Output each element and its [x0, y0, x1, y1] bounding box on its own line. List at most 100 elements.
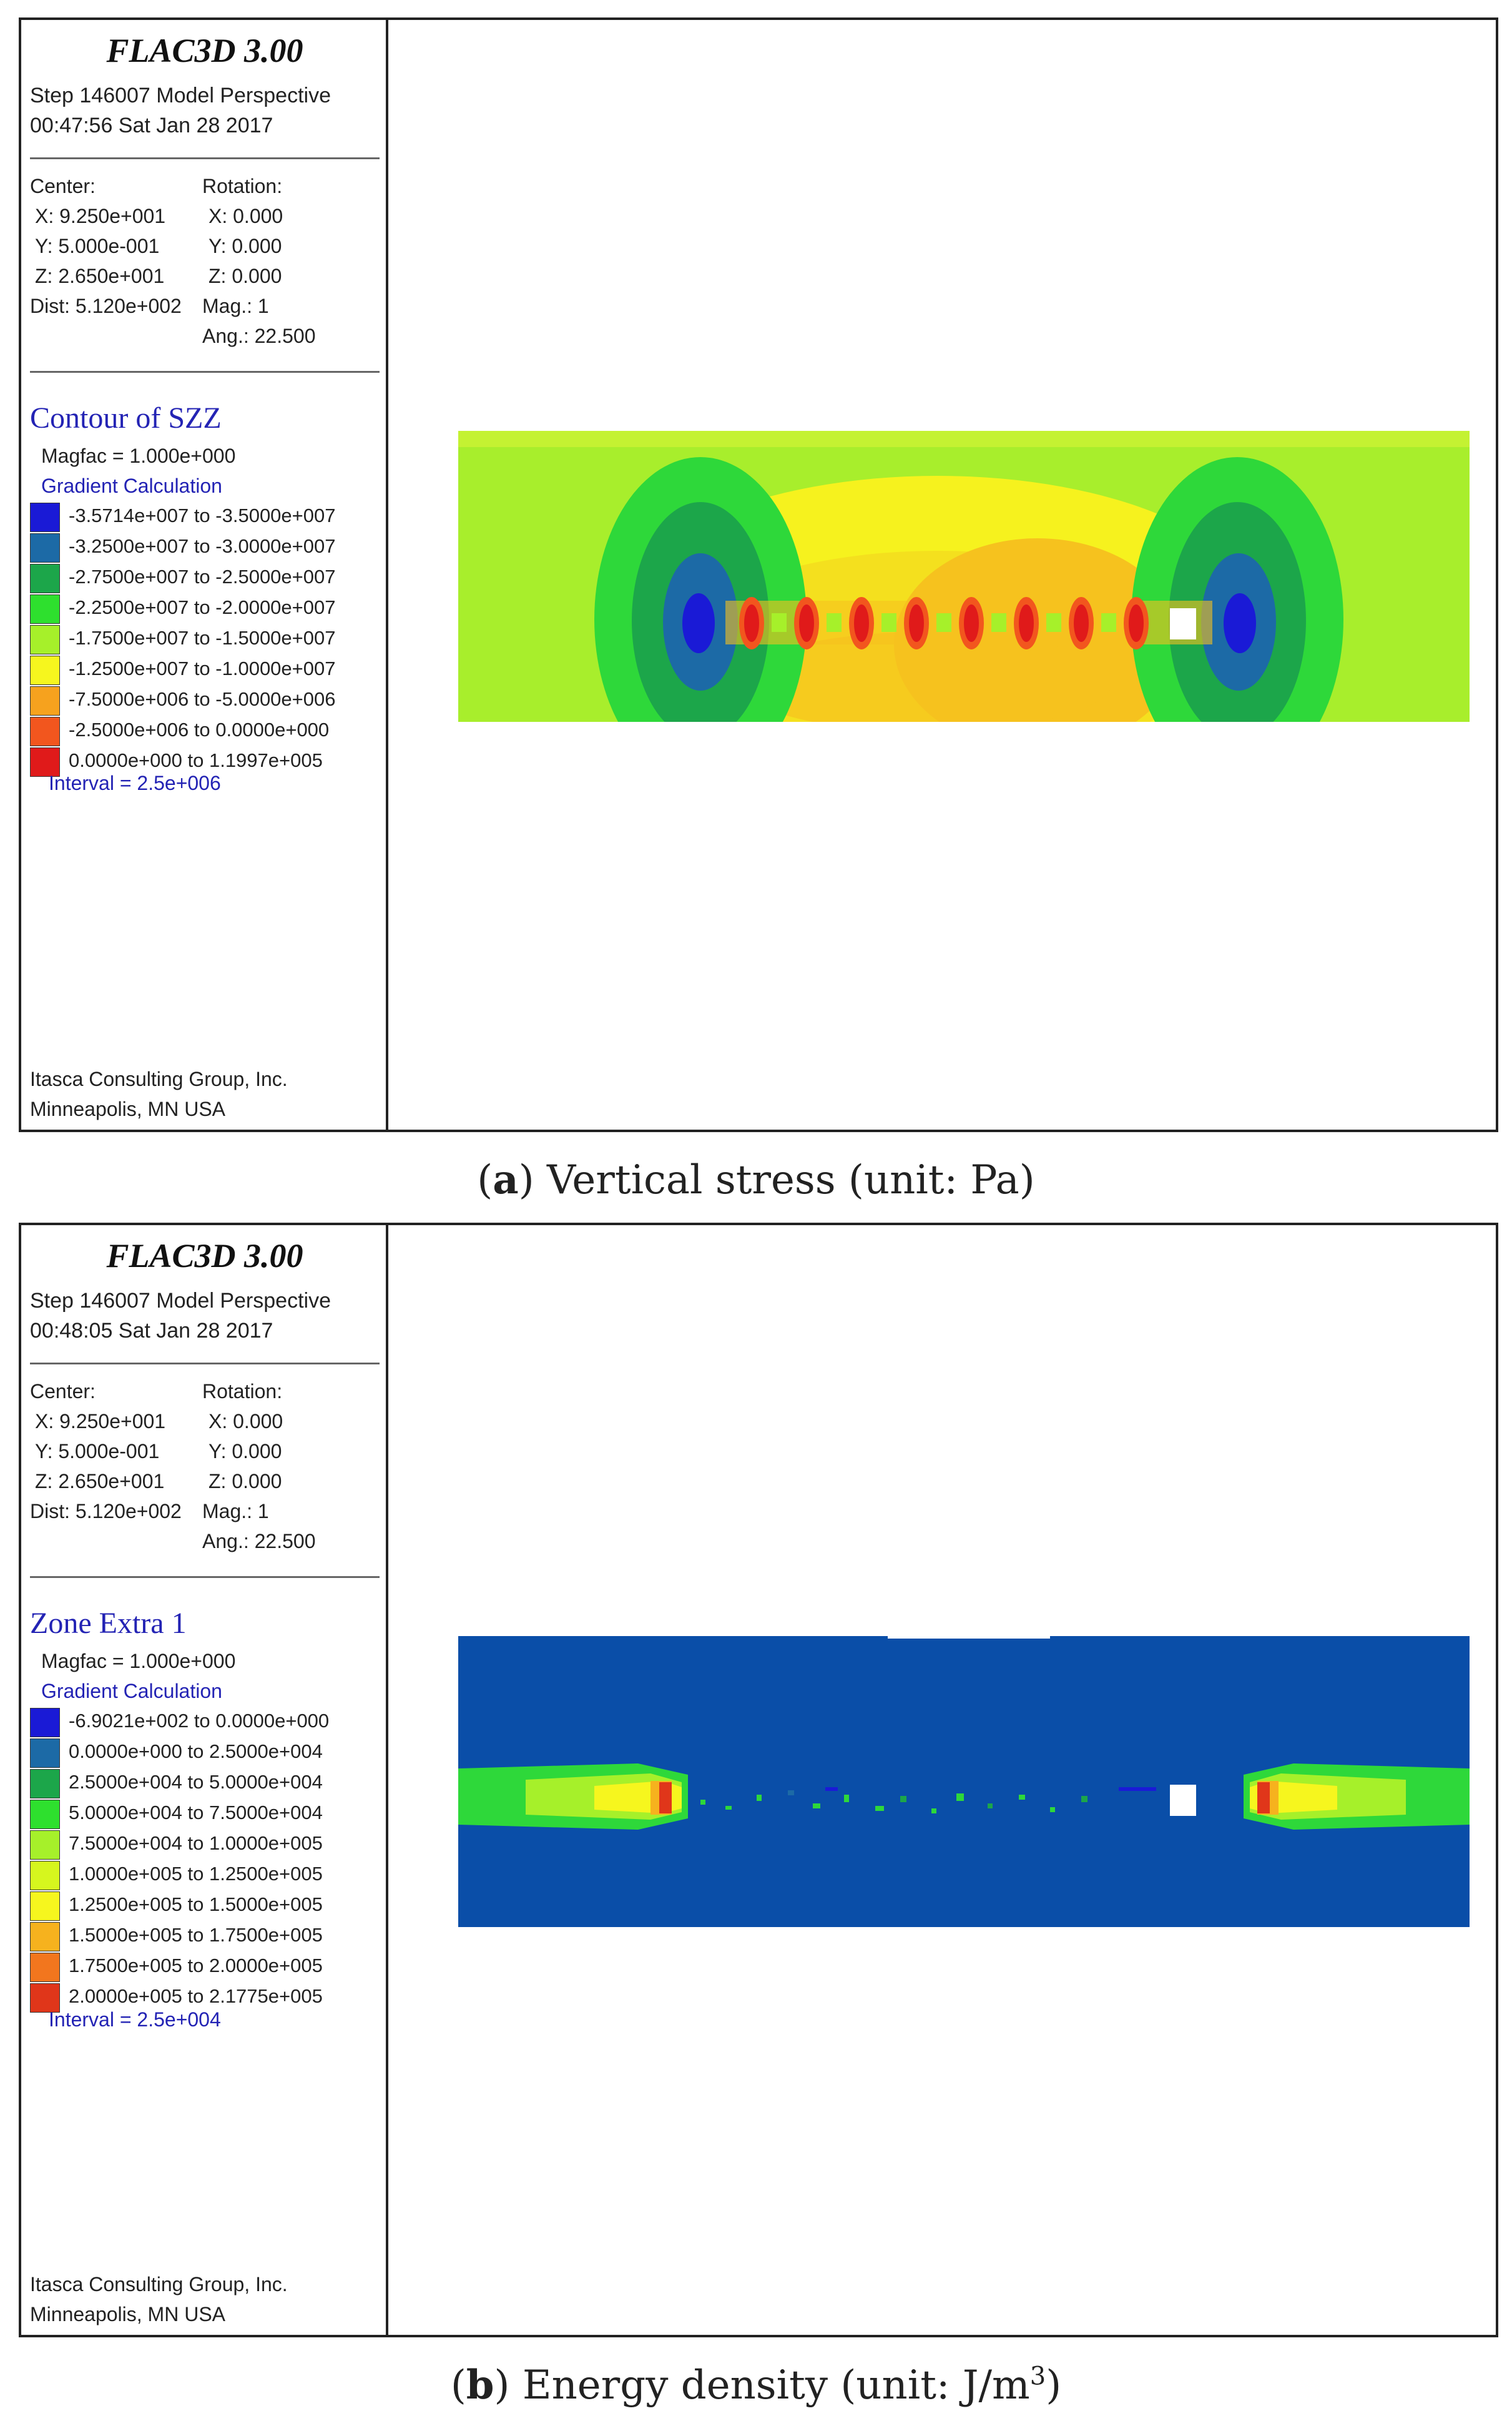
energy-speck: [725, 1806, 732, 1810]
energy-speck: [988, 1803, 993, 1808]
legend-range: -6.9021e+002 to 0.0000e+000: [69, 1710, 330, 1732]
step-line: Step 146007 Model Perspective: [30, 84, 331, 107]
interval: Interval = 2.5e+004: [49, 2008, 221, 2031]
legend-range: 1.2500e+005 to 1.5000e+005: [69, 1893, 323, 1915]
pillar-core: [1019, 604, 1034, 642]
divider: [30, 1576, 380, 1578]
caption-text-end: ): [1046, 2362, 1062, 2409]
info-sidebar: FLAC3D 3.00 Step 146007 Model Perspectiv…: [21, 1225, 388, 2335]
caption-superscript: 3: [1029, 2362, 1046, 2391]
legend-range: -3.5714e+007 to -3.5000e+007: [69, 505, 336, 526]
rotation-label: Rotation:: [202, 175, 283, 197]
caption-text: Energy density (unit: J/m: [509, 2362, 1030, 2409]
legend-swatch: [30, 686, 60, 716]
stress-zone: [738, 632, 1112, 722]
caption-b: (b) Energy density (unit: J/m3): [450, 2362, 1062, 2409]
magnification: Mag.: 1: [202, 295, 269, 317]
legend-swatch: [30, 1891, 60, 1921]
gradient-calculation: Gradient Calculation: [41, 1680, 222, 1702]
legend-swatch: [30, 717, 60, 746]
gradient-calculation: Gradient Calculation: [41, 475, 222, 497]
energy-speck: [1119, 1787, 1156, 1791]
vertical-stress-contour-plot: [458, 431, 1470, 722]
divider: [30, 371, 380, 373]
divider: [30, 157, 380, 159]
timestamp: 00:48:05 Sat Jan 28 2017: [30, 1319, 273, 1343]
caption-letter: a: [493, 1156, 519, 1203]
excavation-block: [1170, 608, 1196, 639]
legend-range: -1.2500e+007 to -1.0000e+007: [69, 658, 336, 679]
room-gap: [936, 613, 951, 632]
energy-speck: [1019, 1795, 1025, 1800]
legend-range: -3.2500e+007 to -3.0000e+007: [69, 535, 336, 557]
caption-text: Vertical stress (unit: Pa): [534, 1157, 1035, 1203]
timestamp: 00:47:56 Sat Jan 28 2017: [30, 114, 273, 137]
pillar-row: [739, 597, 1149, 649]
rotation-z: Z: 0.000: [209, 1470, 282, 1492]
credit-location: Minneapolis, MN USA: [30, 1098, 225, 1120]
legend-range: -2.2500e+007 to -2.0000e+007: [69, 596, 336, 618]
center-label: Center:: [30, 175, 96, 197]
caption-a: (a) Vertical stress (unit: Pa): [477, 1156, 1035, 1203]
pillar-core: [854, 604, 869, 642]
rotation-x: X: 0.000: [209, 205, 283, 227]
credit-company: Itasca Consulting Group, Inc.: [30, 1068, 288, 1090]
legend-swatch: [30, 1800, 60, 1829]
room-gap: [1046, 613, 1061, 632]
distance: Dist: 5.120e+002: [30, 295, 182, 317]
energy-speck: [813, 1803, 820, 1808]
flac3d-window-vertical-stress: FLAC3D 3.00 Step 146007 Model Perspectiv…: [19, 17, 1498, 1132]
legend-swatch: [30, 1830, 60, 1860]
flac3d-window-energy-density: FLAC3D 3.00 Step 146007 Model Perspectiv…: [19, 1223, 1498, 2337]
legend-swatch: [30, 1861, 60, 1890]
contour-title: Contour of SZZ: [30, 402, 222, 435]
room-gap: [827, 613, 842, 632]
rotation-y: Y: 0.000: [209, 235, 282, 257]
legend-range: 2.5000e+004 to 5.0000e+004: [69, 1771, 323, 1793]
pillar-core: [964, 604, 979, 642]
center-x: X: 9.250e+001: [35, 205, 166, 227]
interval: Interval = 2.5e+006: [49, 772, 221, 794]
legend-range: 1.7500e+005 to 2.0000e+005: [69, 1955, 323, 1976]
contour-title: Zone Extra 1: [30, 1607, 187, 1640]
energy-peak: [1257, 1782, 1270, 1813]
pillar-core: [799, 604, 814, 642]
energy-peak: [659, 1782, 672, 1813]
legend-swatch: [30, 533, 60, 563]
legend-swatch: [30, 1922, 60, 1951]
energy-speck: [844, 1795, 849, 1802]
pillar-core: [744, 604, 759, 642]
energy-speck: [931, 1808, 936, 1813]
energy-speck: [788, 1790, 794, 1795]
excavation-block: [1170, 1785, 1196, 1816]
info-sidebar: FLAC3D 3.00 Step 146007 Model Perspectiv…: [21, 20, 388, 1130]
legend-swatch: [30, 747, 60, 777]
model-viewport: [388, 1225, 1496, 2335]
credit-location: Minneapolis, MN USA: [30, 2303, 225, 2325]
legend-swatch: [30, 625, 60, 654]
legend-range: 7.5000e+004 to 1.0000e+005: [69, 1832, 323, 1854]
pillar-core: [1074, 604, 1089, 642]
legend-range: 1.0000e+005 to 1.2500e+005: [69, 1863, 323, 1885]
rotation-z: Z: 0.000: [209, 265, 282, 287]
legend-swatch: [30, 1769, 60, 1798]
legend-range: 2.0000e+005 to 2.1775e+005: [69, 1985, 323, 2007]
energy-speck: [757, 1795, 762, 1801]
stress-band: [458, 431, 1470, 447]
angle: Ang.: 22.500: [202, 1530, 316, 1552]
angle: Ang.: 22.500: [202, 325, 316, 347]
magfac: Magfac = 1.000e+000: [41, 445, 236, 467]
legend-range: -7.5000e+006 to -5.0000e+006: [69, 688, 336, 710]
energy-speck: [875, 1806, 884, 1811]
energy-speck: [1081, 1796, 1087, 1802]
rotation-y: Y: 0.000: [209, 1440, 282, 1462]
caption-letter: b: [466, 2362, 494, 2409]
room-gaps: [772, 613, 1116, 632]
credit-company: Itasca Consulting Group, Inc.: [30, 2273, 288, 2295]
pillar-core: [909, 604, 924, 642]
magfac: Magfac = 1.000e+000: [41, 1650, 236, 1672]
energy-speck: [956, 1793, 964, 1801]
legend-swatch: [30, 1983, 60, 2013]
energy-speck: [825, 1787, 838, 1791]
energy-density-contour-plot: [458, 1636, 1470, 1927]
